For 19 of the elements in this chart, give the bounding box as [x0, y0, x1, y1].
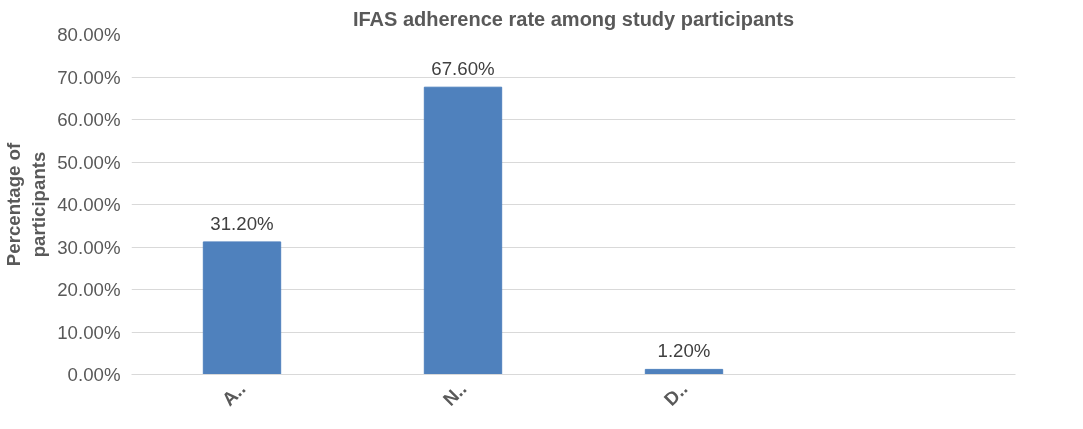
y-tick-label: 40.00% — [57, 194, 121, 215]
y-tick-label: 70.00% — [57, 66, 121, 88]
bar — [423, 86, 503, 375]
data-label: 1.20% — [657, 340, 711, 362]
y-tick-label: 10.00% — [57, 321, 121, 343]
y-tick-label: 20.00% — [57, 279, 121, 300]
bar — [202, 241, 282, 375]
chart-title: IFAS adherence rate among study participants — [352, 7, 795, 30]
x-tick-label: A.. — [217, 378, 250, 410]
y-tick-label: 80.00% — [57, 24, 121, 45]
y-tick-label: 0.00% — [67, 364, 121, 385]
y-tick-label: 30.00% — [57, 236, 121, 258]
x-tick-label: N.. — [438, 378, 471, 410]
x-tick-label: D.. — [659, 378, 692, 410]
y-tick-label: 60.00% — [57, 109, 121, 130]
data-label: 31.20% — [210, 212, 274, 234]
data-label: 67.60% — [431, 58, 495, 80]
y-axis-title: Percentage of participants — [3, 142, 50, 267]
y-tick-label: 50.00% — [57, 151, 121, 173]
